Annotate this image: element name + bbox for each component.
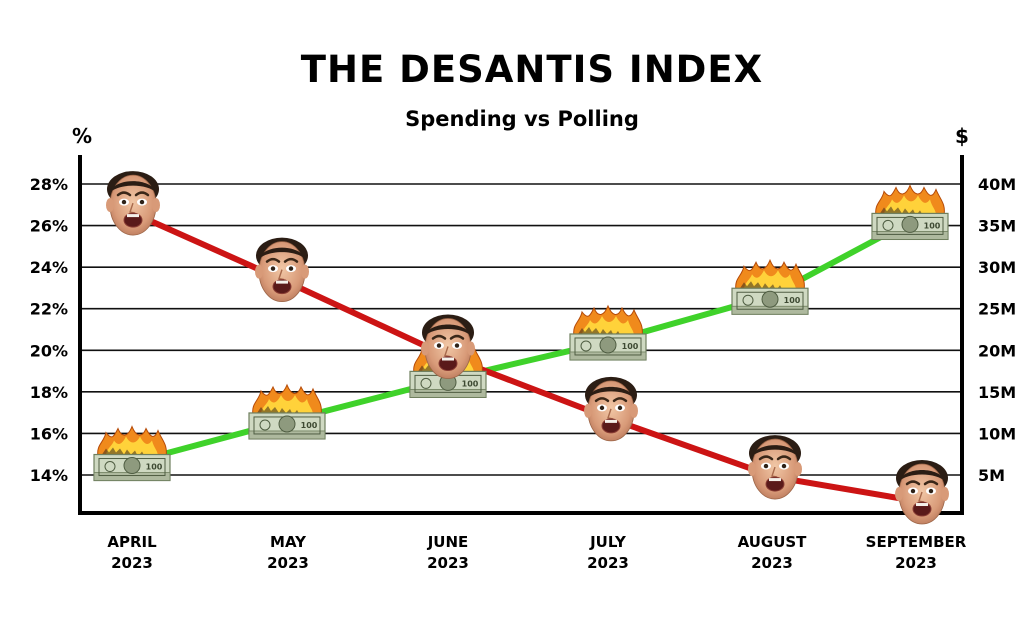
svg-text:100: 100 bbox=[924, 221, 941, 230]
x-tick-label: JULY 2023 bbox=[587, 533, 629, 572]
left-tick-label: 22% bbox=[30, 300, 68, 319]
x-tick-label: SEPTEMBER 2023 bbox=[866, 533, 967, 572]
left-tick-label: 14% bbox=[30, 466, 68, 485]
left-tick-labels: 28% 26% 24% 22% 20% 18% 16% 14% bbox=[30, 175, 68, 485]
left-tick-label: 28% bbox=[30, 175, 68, 194]
face-marker bbox=[584, 376, 638, 442]
chart-title: THE DESANTIS INDEX bbox=[301, 48, 763, 91]
grid-lines bbox=[82, 183, 960, 476]
right-tick-label: 20M bbox=[978, 341, 1016, 360]
svg-text:100: 100 bbox=[146, 463, 163, 472]
right-tick-label: 5M bbox=[978, 466, 1005, 485]
x-tick-label: JUNE 2023 bbox=[427, 533, 469, 572]
chart-subtitle: Spending vs Polling bbox=[405, 107, 639, 131]
series-lines bbox=[131, 210, 923, 505]
left-tick-label: 24% bbox=[30, 258, 68, 277]
burning-money-marker: 100 bbox=[248, 383, 326, 440]
svg-text:100: 100 bbox=[784, 296, 801, 305]
burning-money-marker: 100 bbox=[871, 184, 949, 241]
x-tick-label: MAY 2023 bbox=[267, 533, 309, 572]
burning-money-marker: 100 bbox=[731, 258, 809, 315]
left-tick-label: 18% bbox=[30, 383, 68, 402]
right-tick-label: 10M bbox=[978, 424, 1016, 443]
face-marker bbox=[421, 314, 475, 379]
face-markers bbox=[106, 171, 949, 525]
face-marker bbox=[895, 460, 949, 525]
svg-text:100: 100 bbox=[462, 379, 479, 388]
face-marker bbox=[106, 171, 160, 236]
right-tick-label: 35M bbox=[978, 217, 1016, 236]
right-axis-unit: $ bbox=[955, 124, 969, 148]
burning-money-marker: 100 bbox=[93, 425, 171, 482]
left-tick-label: 26% bbox=[30, 217, 68, 236]
right-tick-labels: 40M 35M 30M 25M 20M 15M 10M 5M bbox=[978, 175, 1016, 485]
x-tick-label: AUGUST 2023 bbox=[738, 533, 808, 572]
burning-money-marker: 100 bbox=[569, 304, 647, 361]
svg-text:100: 100 bbox=[622, 342, 639, 351]
left-axis-unit: % bbox=[72, 124, 92, 148]
face-marker bbox=[255, 237, 309, 303]
svg-text:100: 100 bbox=[301, 421, 318, 430]
right-tick-label: 25M bbox=[978, 300, 1016, 319]
right-tick-label: 30M bbox=[978, 258, 1016, 277]
face-marker bbox=[748, 435, 802, 500]
right-tick-label: 40M bbox=[978, 175, 1016, 194]
polling-line bbox=[131, 210, 923, 505]
x-tick-labels: APRIL 2023 MAY 2023 JUNE 2023 JULY 2023 AUGUST 20… bbox=[107, 533, 966, 572]
right-tick-label: 15M bbox=[978, 383, 1016, 402]
x-tick-label: APRIL 2023 bbox=[107, 533, 157, 572]
left-tick-label: 16% bbox=[30, 424, 68, 443]
left-tick-label: 20% bbox=[30, 341, 68, 360]
